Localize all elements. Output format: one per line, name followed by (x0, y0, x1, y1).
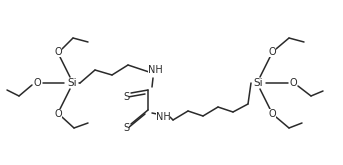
Text: S: S (123, 123, 129, 133)
Text: O: O (289, 78, 297, 88)
Text: O: O (268, 47, 276, 57)
Text: Si: Si (67, 78, 77, 88)
Text: NH: NH (147, 65, 162, 75)
Text: O: O (54, 109, 62, 119)
Text: O: O (54, 47, 62, 57)
Text: O: O (268, 109, 276, 119)
Text: NH: NH (156, 112, 170, 122)
Text: Si: Si (253, 78, 263, 88)
Text: S: S (123, 92, 129, 102)
Text: O: O (33, 78, 41, 88)
